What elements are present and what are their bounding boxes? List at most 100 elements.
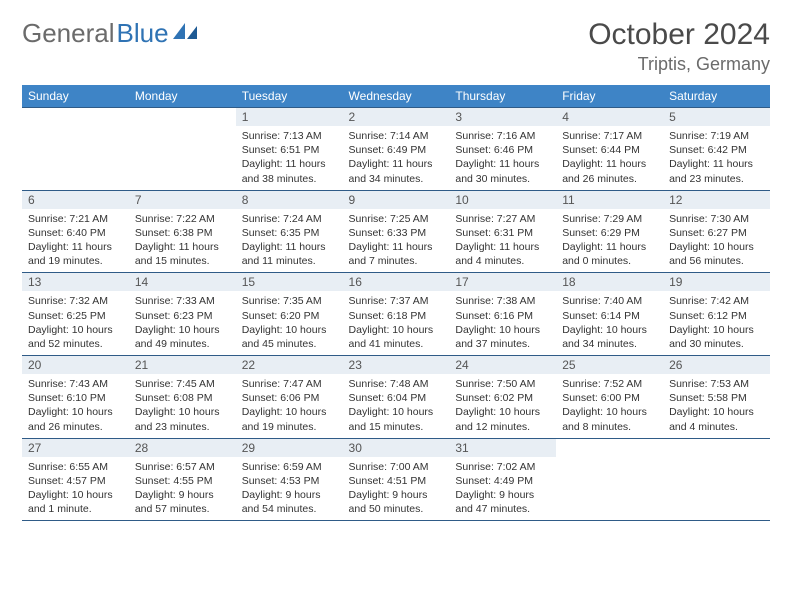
day-details: Sunrise: 7:33 AMSunset: 6:23 PMDaylight:… (129, 291, 236, 355)
calendar-cell: 12Sunrise: 7:30 AMSunset: 6:27 PMDayligh… (663, 190, 770, 273)
calendar-cell: 16Sunrise: 7:37 AMSunset: 6:18 PMDayligh… (343, 273, 450, 356)
calendar-header: SundayMondayTuesdayWednesdayThursdayFrid… (22, 85, 770, 108)
calendar-cell: 6Sunrise: 7:21 AMSunset: 6:40 PMDaylight… (22, 190, 129, 273)
day-details: Sunrise: 7:24 AMSunset: 6:35 PMDaylight:… (236, 209, 343, 273)
calendar-cell: 20Sunrise: 7:43 AMSunset: 6:10 PMDayligh… (22, 356, 129, 439)
day-details: Sunrise: 6:55 AMSunset: 4:57 PMDaylight:… (22, 457, 129, 521)
calendar-cell: 5Sunrise: 7:19 AMSunset: 6:42 PMDaylight… (663, 108, 770, 191)
logo-text-1: General (22, 18, 115, 49)
weekday-header: Friday (556, 85, 663, 108)
day-number: 24 (449, 356, 556, 374)
calendar-cell: 22Sunrise: 7:47 AMSunset: 6:06 PMDayligh… (236, 356, 343, 439)
day-number: 15 (236, 273, 343, 291)
calendar-cell (556, 438, 663, 521)
calendar-body: 1Sunrise: 7:13 AMSunset: 6:51 PMDaylight… (22, 108, 770, 521)
header: GeneralBlue October 2024 Triptis, German… (22, 18, 770, 75)
day-details: Sunrise: 7:29 AMSunset: 6:29 PMDaylight:… (556, 209, 663, 273)
calendar-cell: 3Sunrise: 7:16 AMSunset: 6:46 PMDaylight… (449, 108, 556, 191)
day-number: 16 (343, 273, 450, 291)
calendar-cell: 21Sunrise: 7:45 AMSunset: 6:08 PMDayligh… (129, 356, 236, 439)
weekday-header: Saturday (663, 85, 770, 108)
day-details: Sunrise: 7:32 AMSunset: 6:25 PMDaylight:… (22, 291, 129, 355)
calendar-cell: 1Sunrise: 7:13 AMSunset: 6:51 PMDaylight… (236, 108, 343, 191)
day-details: Sunrise: 7:37 AMSunset: 6:18 PMDaylight:… (343, 291, 450, 355)
day-number: 31 (449, 439, 556, 457)
day-number: 19 (663, 273, 770, 291)
calendar-cell: 17Sunrise: 7:38 AMSunset: 6:16 PMDayligh… (449, 273, 556, 356)
calendar-cell: 10Sunrise: 7:27 AMSunset: 6:31 PMDayligh… (449, 190, 556, 273)
day-details: Sunrise: 7:48 AMSunset: 6:04 PMDaylight:… (343, 374, 450, 438)
day-number: 12 (663, 191, 770, 209)
day-details: Sunrise: 7:25 AMSunset: 6:33 PMDaylight:… (343, 209, 450, 273)
day-number: 21 (129, 356, 236, 374)
calendar-cell: 24Sunrise: 7:50 AMSunset: 6:02 PMDayligh… (449, 356, 556, 439)
calendar-cell (129, 108, 236, 191)
calendar-cell: 15Sunrise: 7:35 AMSunset: 6:20 PMDayligh… (236, 273, 343, 356)
day-details: Sunrise: 7:52 AMSunset: 6:00 PMDaylight:… (556, 374, 663, 438)
calendar-week: 20Sunrise: 7:43 AMSunset: 6:10 PMDayligh… (22, 356, 770, 439)
logo-text-2: Blue (117, 18, 169, 49)
calendar-cell: 31Sunrise: 7:02 AMSunset: 4:49 PMDayligh… (449, 438, 556, 521)
weekday-header: Thursday (449, 85, 556, 108)
day-number: 29 (236, 439, 343, 457)
day-number: 18 (556, 273, 663, 291)
day-number: 25 (556, 356, 663, 374)
day-number: 28 (129, 439, 236, 457)
calendar-week: 6Sunrise: 7:21 AMSunset: 6:40 PMDaylight… (22, 190, 770, 273)
day-details: Sunrise: 7:50 AMSunset: 6:02 PMDaylight:… (449, 374, 556, 438)
calendar-cell (22, 108, 129, 191)
calendar-cell: 8Sunrise: 7:24 AMSunset: 6:35 PMDaylight… (236, 190, 343, 273)
day-number: 17 (449, 273, 556, 291)
calendar-cell: 9Sunrise: 7:25 AMSunset: 6:33 PMDaylight… (343, 190, 450, 273)
calendar-week: 27Sunrise: 6:55 AMSunset: 4:57 PMDayligh… (22, 438, 770, 521)
weekday-header: Tuesday (236, 85, 343, 108)
day-number: 5 (663, 108, 770, 126)
weekday-header: Monday (129, 85, 236, 108)
day-details: Sunrise: 7:16 AMSunset: 6:46 PMDaylight:… (449, 126, 556, 190)
day-number: 11 (556, 191, 663, 209)
day-details: Sunrise: 7:42 AMSunset: 6:12 PMDaylight:… (663, 291, 770, 355)
calendar-cell: 29Sunrise: 6:59 AMSunset: 4:53 PMDayligh… (236, 438, 343, 521)
calendar-cell: 19Sunrise: 7:42 AMSunset: 6:12 PMDayligh… (663, 273, 770, 356)
day-details: Sunrise: 7:40 AMSunset: 6:14 PMDaylight:… (556, 291, 663, 355)
logo: GeneralBlue (22, 18, 199, 49)
day-number: 6 (22, 191, 129, 209)
day-details: Sunrise: 7:47 AMSunset: 6:06 PMDaylight:… (236, 374, 343, 438)
day-number: 9 (343, 191, 450, 209)
calendar-cell: 27Sunrise: 6:55 AMSunset: 4:57 PMDayligh… (22, 438, 129, 521)
day-number: 13 (22, 273, 129, 291)
calendar-cell: 25Sunrise: 7:52 AMSunset: 6:00 PMDayligh… (556, 356, 663, 439)
day-details: Sunrise: 7:30 AMSunset: 6:27 PMDaylight:… (663, 209, 770, 273)
title-block: October 2024 Triptis, Germany (588, 18, 770, 75)
day-details: Sunrise: 7:00 AMSunset: 4:51 PMDaylight:… (343, 457, 450, 521)
day-details: Sunrise: 7:17 AMSunset: 6:44 PMDaylight:… (556, 126, 663, 190)
calendar-week: 1Sunrise: 7:13 AMSunset: 6:51 PMDaylight… (22, 108, 770, 191)
day-number: 7 (129, 191, 236, 209)
calendar-cell: 14Sunrise: 7:33 AMSunset: 6:23 PMDayligh… (129, 273, 236, 356)
day-number: 4 (556, 108, 663, 126)
calendar-cell: 13Sunrise: 7:32 AMSunset: 6:25 PMDayligh… (22, 273, 129, 356)
calendar-cell: 30Sunrise: 7:00 AMSunset: 4:51 PMDayligh… (343, 438, 450, 521)
location: Triptis, Germany (588, 54, 770, 75)
logo-sail-icon (173, 21, 199, 46)
weekday-header: Wednesday (343, 85, 450, 108)
calendar-cell: 11Sunrise: 7:29 AMSunset: 6:29 PMDayligh… (556, 190, 663, 273)
day-number: 23 (343, 356, 450, 374)
day-number: 14 (129, 273, 236, 291)
calendar-cell: 23Sunrise: 7:48 AMSunset: 6:04 PMDayligh… (343, 356, 450, 439)
day-number: 10 (449, 191, 556, 209)
day-details: Sunrise: 6:57 AMSunset: 4:55 PMDaylight:… (129, 457, 236, 521)
day-details: Sunrise: 7:14 AMSunset: 6:49 PMDaylight:… (343, 126, 450, 190)
day-details: Sunrise: 7:21 AMSunset: 6:40 PMDaylight:… (22, 209, 129, 273)
day-details: Sunrise: 7:02 AMSunset: 4:49 PMDaylight:… (449, 457, 556, 521)
day-details: Sunrise: 6:59 AMSunset: 4:53 PMDaylight:… (236, 457, 343, 521)
calendar-cell: 26Sunrise: 7:53 AMSunset: 5:58 PMDayligh… (663, 356, 770, 439)
day-details: Sunrise: 7:19 AMSunset: 6:42 PMDaylight:… (663, 126, 770, 190)
day-number: 26 (663, 356, 770, 374)
day-details: Sunrise: 7:22 AMSunset: 6:38 PMDaylight:… (129, 209, 236, 273)
calendar-cell: 7Sunrise: 7:22 AMSunset: 6:38 PMDaylight… (129, 190, 236, 273)
calendar-cell: 18Sunrise: 7:40 AMSunset: 6:14 PMDayligh… (556, 273, 663, 356)
day-details: Sunrise: 7:38 AMSunset: 6:16 PMDaylight:… (449, 291, 556, 355)
day-number: 2 (343, 108, 450, 126)
day-number: 3 (449, 108, 556, 126)
